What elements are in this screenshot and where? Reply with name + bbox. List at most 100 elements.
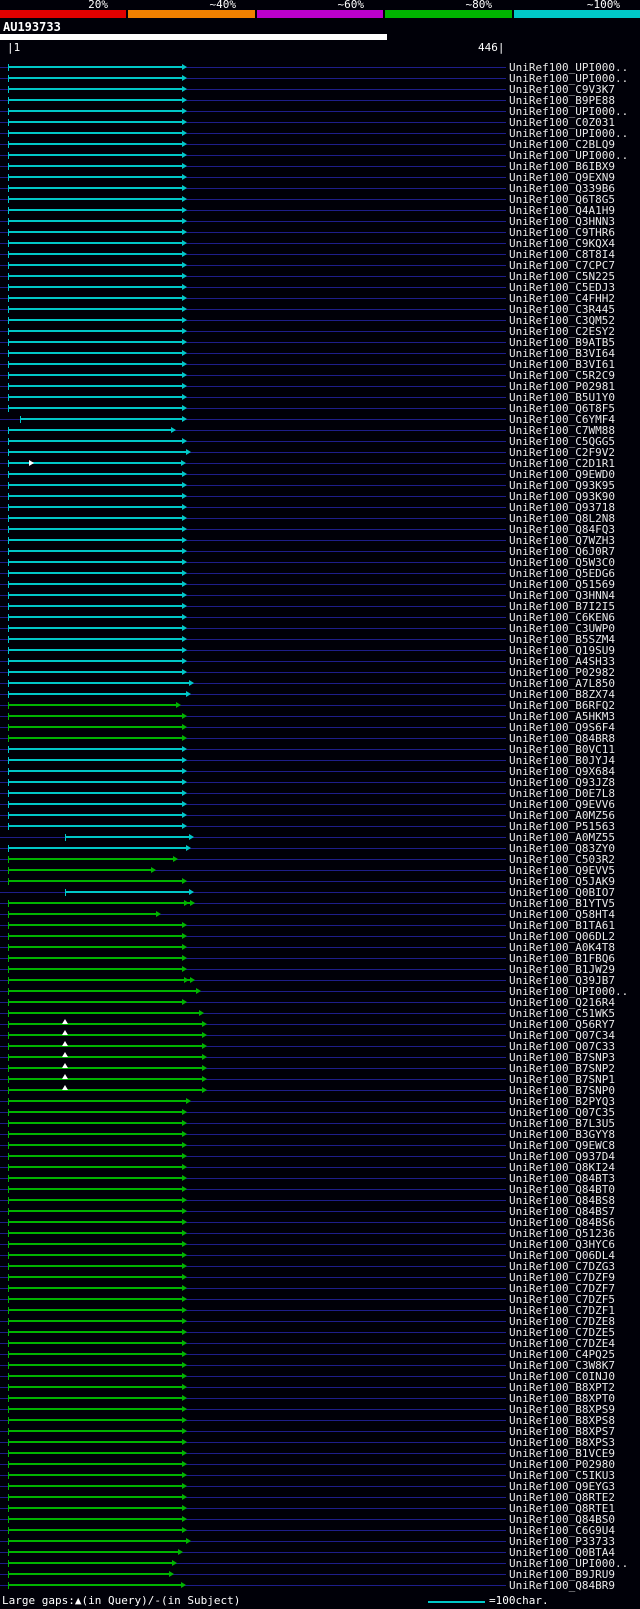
hit-id[interactable]: UniRef100_B7L3U5 (509, 1117, 615, 1130)
hit-id[interactable]: UniRef100_B3VI64 (509, 347, 615, 360)
hit-id[interactable]: UniRef100_Q3HYC6 (509, 1238, 615, 1251)
hit-bar[interactable] (8, 451, 186, 453)
hit-id[interactable]: UniRef100_Q9EWC8 (509, 1139, 615, 1152)
hit-bar[interactable] (8, 704, 176, 706)
hit-bar[interactable] (8, 264, 183, 266)
hit-id[interactable]: UniRef100_Q84BS0 (509, 1513, 615, 1526)
hit-bar[interactable] (8, 1573, 169, 1575)
hit-bar[interactable] (8, 1012, 199, 1014)
hit-id[interactable]: UniRef100_C6G9U4 (509, 1524, 615, 1537)
hit-id[interactable]: UniRef100_Q51569 (509, 578, 615, 591)
hit-id[interactable]: UniRef100_UPI000.. (509, 149, 629, 162)
hit-bar[interactable] (8, 297, 183, 299)
hit-bar[interactable] (8, 1056, 203, 1058)
hit-bar[interactable] (8, 352, 183, 354)
hit-bar[interactable] (8, 506, 183, 508)
hit-id[interactable]: UniRef100_C9V3K7 (509, 83, 615, 96)
hit-id[interactable]: UniRef100_C3QM52 (509, 314, 615, 327)
hit-bar[interactable] (8, 1100, 186, 1102)
hit-bar[interactable] (8, 132, 183, 134)
hit-bar[interactable] (8, 330, 183, 332)
hit-bar[interactable] (8, 737, 183, 739)
hit-bar[interactable] (8, 1518, 183, 1520)
hit-id[interactable]: UniRef100_C4FHH2 (509, 292, 615, 305)
hit-id[interactable]: UniRef100_Q06DL2 (509, 930, 615, 943)
hit-id[interactable]: UniRef100_C3UWP0 (509, 622, 615, 635)
hit-bar[interactable] (8, 1001, 183, 1003)
hit-id[interactable]: UniRef100_C0Z031 (509, 116, 615, 129)
hit-bar[interactable] (8, 187, 183, 189)
hit-bar[interactable] (8, 1067, 203, 1069)
hit-bar[interactable] (8, 968, 183, 970)
hit-id[interactable]: UniRef100_Q9EWD0 (509, 468, 615, 481)
hit-bar[interactable] (8, 374, 183, 376)
hit-id[interactable]: UniRef100_C503R2 (509, 853, 615, 866)
hit-id[interactable]: UniRef100_Q06DL4 (509, 1249, 615, 1262)
hit-bar[interactable] (8, 1188, 183, 1190)
hit-bar[interactable] (8, 1034, 203, 1036)
hit-id[interactable]: UniRef100_Q7WZH3 (509, 534, 615, 547)
hit-id[interactable]: UniRef100_B3VI61 (509, 358, 615, 371)
hit-id[interactable]: UniRef100_Q9EXN9 (509, 171, 615, 184)
hit-id[interactable]: UniRef100_C2ESY2 (509, 325, 615, 338)
hit-id[interactable]: UniRef100_B0JYJ4 (509, 754, 615, 767)
hit-id[interactable]: UniRef100_C5QGG5 (509, 435, 615, 448)
hit-id[interactable]: UniRef100_C7DZF5 (509, 1293, 615, 1306)
hit-bar[interactable] (8, 1540, 186, 1542)
hit-bar[interactable] (8, 1155, 183, 1157)
hit-id[interactable]: UniRef100_Q8RTE2 (509, 1491, 615, 1504)
hit-bar[interactable] (8, 990, 196, 992)
hit-bar[interactable] (8, 209, 183, 211)
hit-bar[interactable] (8, 484, 183, 486)
hit-bar[interactable] (8, 627, 183, 629)
hit-id[interactable]: UniRef100_UPI000.. (509, 985, 629, 998)
hit-id[interactable]: UniRef100_P02981 (509, 380, 615, 393)
hit-bar[interactable] (8, 110, 183, 112)
hit-id[interactable]: UniRef100_C7DZF7 (509, 1282, 615, 1295)
hit-bar[interactable] (8, 528, 183, 530)
hit-id[interactable]: UniRef100_B8XPS9 (509, 1403, 615, 1416)
hit-bar[interactable] (8, 1419, 183, 1421)
hit-bar[interactable] (8, 1551, 178, 1553)
hit-id[interactable]: UniRef100_C2F9V2 (509, 446, 615, 459)
hit-bar[interactable] (8, 1243, 183, 1245)
hit-id[interactable]: UniRef100_B6IBX9 (509, 160, 615, 173)
hit-bar[interactable] (8, 275, 183, 277)
hit-bar[interactable] (8, 792, 183, 794)
hit-bar[interactable] (8, 363, 183, 365)
hit-id[interactable]: UniRef100_Q937D4 (509, 1150, 615, 1163)
hit-bar[interactable] (8, 1045, 203, 1047)
hit-id[interactable]: UniRef100_UPI000.. (509, 105, 629, 118)
hit-id[interactable]: UniRef100_Q58HT4 (509, 908, 615, 921)
hit-bar[interactable] (8, 957, 183, 959)
hit-id[interactable]: UniRef100_C7DZF9 (509, 1271, 615, 1284)
hit-id[interactable]: UniRef100_Q07C34 (509, 1029, 615, 1042)
hit-id[interactable]: UniRef100_B1JW29 (509, 963, 615, 976)
hit-bar[interactable] (8, 583, 183, 585)
hit-bar[interactable] (64, 836, 189, 838)
hit-bar[interactable] (8, 440, 183, 442)
hit-id[interactable]: UniRef100_C0INJ0 (509, 1370, 615, 1383)
hit-id[interactable]: UniRef100_Q9EVV6 (509, 798, 615, 811)
hit-bar[interactable] (8, 803, 183, 805)
hit-bar[interactable] (8, 495, 183, 497)
hit-bar[interactable] (8, 880, 183, 882)
hit-id[interactable]: UniRef100_C7DZF1 (509, 1304, 615, 1317)
hit-bar[interactable] (8, 1023, 203, 1025)
hit-id[interactable]: UniRef100_UPI000.. (509, 61, 629, 74)
hit-bar[interactable] (8, 759, 183, 761)
hit-bar[interactable] (8, 902, 191, 904)
hit-bar[interactable] (8, 407, 183, 409)
hit-bar[interactable] (8, 66, 183, 68)
hit-id[interactable]: UniRef100_B1VCE9 (509, 1447, 615, 1460)
hit-id[interactable]: UniRef100_C5R2C9 (509, 369, 615, 382)
hit-bar[interactable] (8, 1265, 183, 1267)
hit-bar[interactable] (8, 858, 174, 860)
hit-bar[interactable] (8, 99, 183, 101)
hit-id[interactable]: UniRef100_Q9S6F4 (509, 721, 615, 734)
hit-bar[interactable] (8, 319, 183, 321)
hit-bar[interactable] (8, 88, 183, 90)
hit-id[interactable]: UniRef100_B1FBQ6 (509, 952, 615, 965)
hit-id[interactable]: UniRef100_C3R445 (509, 303, 615, 316)
hit-bar[interactable] (8, 671, 183, 673)
